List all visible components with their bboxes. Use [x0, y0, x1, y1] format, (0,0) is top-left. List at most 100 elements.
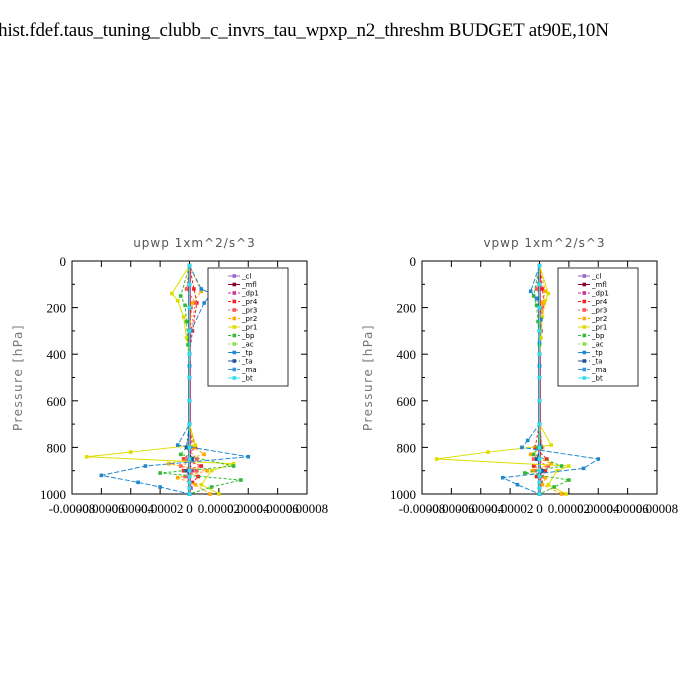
- data-point-bp: [552, 485, 556, 489]
- data-point-bt: [187, 282, 192, 287]
- x-tick-label: 0.00008: [636, 501, 678, 516]
- data-point-bp: [178, 294, 183, 298]
- data-point-tp: [515, 482, 520, 487]
- y-tick-label: 200: [397, 301, 417, 316]
- x-tick-label: -0.00004: [107, 501, 154, 516]
- x-tick-label: 0: [186, 501, 193, 516]
- y-tick-label: 0: [410, 254, 417, 269]
- data-point-bp: [184, 319, 189, 324]
- data-point-bp: [239, 478, 243, 482]
- legend-marker: [582, 282, 587, 287]
- y-tick-label: 1000: [40, 487, 66, 502]
- x-tick-label: -0.00008: [399, 501, 446, 516]
- legend-label: _cl: [241, 273, 251, 281]
- data-point-pr3: [184, 287, 189, 291]
- data-point-pr1: [434, 457, 439, 461]
- legend: _cl_mfl_dp1_pr4_pr3_pr2_pr1_bp_ac_tp_ta_…: [207, 267, 289, 387]
- data-point-ta: [190, 457, 195, 461]
- data-point-pr2: [202, 452, 206, 457]
- legend-label: _pr4: [241, 298, 258, 306]
- data-point-pr3: [533, 468, 537, 473]
- legend-label: _pr3: [591, 307, 607, 315]
- legend-marker: [232, 325, 237, 329]
- y-tick-label: 600: [47, 394, 67, 409]
- data-point-pr1: [184, 336, 189, 340]
- data-point-pr2: [193, 482, 198, 487]
- page-title-text: lthist.fdef.taus_tuning_clubb_c_invrs_ta…: [0, 20, 609, 41]
- x-tick-label: 0.00002: [198, 501, 240, 516]
- data-point-pr1: [567, 464, 571, 468]
- data-point-pr2: [528, 452, 533, 457]
- data-point-bt: [537, 305, 542, 310]
- data-point-bt: [537, 422, 542, 426]
- data-point-pr2: [205, 468, 209, 473]
- x-tick-label: -0.00004: [457, 501, 504, 516]
- data-point-pr3: [195, 457, 199, 461]
- data-point-pr4: [540, 287, 545, 291]
- data-point-bt: [187, 457, 192, 461]
- data-point-bp: [531, 452, 536, 457]
- legend-marker: [582, 359, 587, 363]
- data-point-pr4: [190, 480, 195, 485]
- data-point-tp: [596, 457, 601, 461]
- y-tick-label: 1000: [390, 487, 416, 502]
- legend-marker: [582, 325, 587, 329]
- data-point-bp: [178, 452, 183, 457]
- data-point-bp: [534, 303, 539, 308]
- data-point-tp: [534, 296, 539, 301]
- data-point-tp: [202, 301, 206, 305]
- y-tick-label: 800: [397, 440, 417, 455]
- legend-marker: [582, 316, 587, 321]
- legend-label: _bp: [241, 332, 255, 340]
- legend-label: _tp: [241, 349, 253, 357]
- data-point-pr2: [530, 468, 534, 473]
- legend-marker: [582, 333, 587, 338]
- data-point-pr4: [531, 464, 536, 468]
- data-point-bp: [186, 343, 190, 347]
- data-point-bp: [523, 471, 527, 475]
- legend-label: _mfl: [591, 281, 607, 289]
- data-point-pr1: [231, 461, 236, 466]
- data-point-pr1: [539, 336, 543, 340]
- data-point-tp: [143, 464, 148, 468]
- data-point-pr1: [546, 482, 551, 487]
- data-point-tp: [528, 289, 533, 294]
- data-point-bp: [183, 303, 187, 308]
- legend-marker: [582, 350, 587, 355]
- data-point-bt: [537, 352, 542, 356]
- y-tick-label: 0: [60, 254, 67, 269]
- legend-label: _dp1: [241, 290, 259, 298]
- x-tick-label: -0.00006: [78, 501, 125, 516]
- data-point-bt: [187, 422, 192, 426]
- data-point-pr1: [540, 315, 545, 319]
- data-point-tp: [158, 485, 162, 489]
- legend-label: _tp: [591, 349, 603, 357]
- legend-marker: [232, 316, 237, 321]
- series-line-pr2: [168, 265, 211, 495]
- legend-label: _bt: [591, 375, 603, 383]
- data-point-pr4: [181, 457, 186, 461]
- legend-marker: [582, 342, 587, 346]
- y-tick-label: 200: [47, 301, 67, 316]
- data-point-pr2: [543, 475, 548, 480]
- data-point-bt: [537, 282, 542, 287]
- data-point-pr1: [549, 443, 554, 447]
- data-point-bt: [187, 445, 192, 450]
- x-tick-label: -0.00002: [137, 501, 184, 516]
- data-point-bt: [537, 375, 542, 380]
- legend-label: _pr3: [241, 307, 257, 315]
- data-point-pr1: [217, 492, 221, 496]
- data-point-bt: [187, 352, 192, 356]
- data-point-pr1: [181, 315, 186, 319]
- legend-label: _ac: [241, 341, 254, 349]
- legend-label: _ma: [241, 366, 257, 374]
- data-point-pr4: [533, 445, 537, 450]
- data-point-bt: [537, 329, 542, 333]
- legend-marker: [582, 291, 587, 295]
- x-tick-label: 0.00006: [257, 501, 300, 516]
- data-point-pr1: [175, 298, 180, 303]
- data-point-bt: [537, 399, 542, 403]
- legend-label: _pr2: [241, 315, 257, 323]
- data-point-ta: [184, 445, 189, 450]
- series-line-pr1: [436, 265, 570, 495]
